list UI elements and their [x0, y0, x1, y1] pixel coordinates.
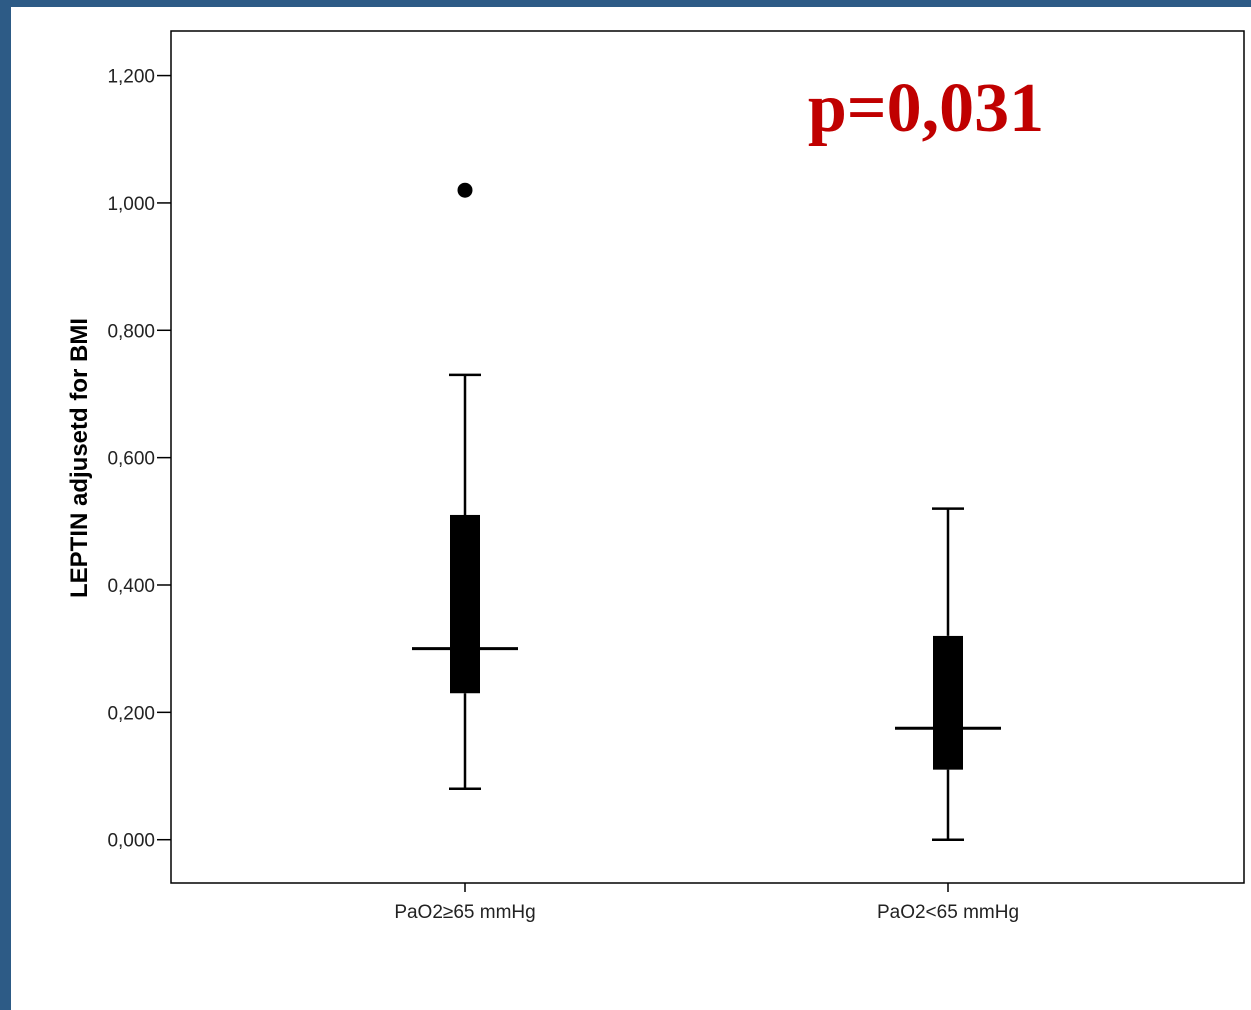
iqr-box	[933, 635, 963, 770]
x-tick-label: PaO2≥65 mmHg	[394, 902, 535, 923]
y-tick-label: 0,800	[107, 321, 155, 342]
x-axis-labels: PaO2≥65 mmHg PaO2<65 mmHg	[394, 883, 1019, 923]
y-tick-label: 0,400	[107, 576, 155, 597]
outlier-point	[457, 182, 473, 198]
left-frame-band	[0, 0, 11, 1010]
y-tick-label: 1,200	[107, 67, 155, 88]
y-tick-label: 0,600	[107, 449, 155, 470]
top-frame-band	[0, 0, 1251, 7]
y-axis: 0,000 0,200 0,400 0,600 0,800 1,000 1,200	[107, 67, 171, 852]
box-series	[412, 182, 1001, 841]
y-tick-label: 0,200	[107, 703, 155, 724]
y-tick-label: 1,000	[107, 194, 155, 215]
x-tick-label: PaO2<65 mmHg	[877, 902, 1019, 923]
plot-area	[170, 30, 1245, 884]
y-tick-label: 0,000	[107, 831, 155, 852]
p-value-annotation: p=0,031	[808, 70, 1044, 147]
y-axis-label: LEPTIN adjusetd for BMI	[66, 318, 93, 598]
iqr-box	[450, 514, 480, 694]
